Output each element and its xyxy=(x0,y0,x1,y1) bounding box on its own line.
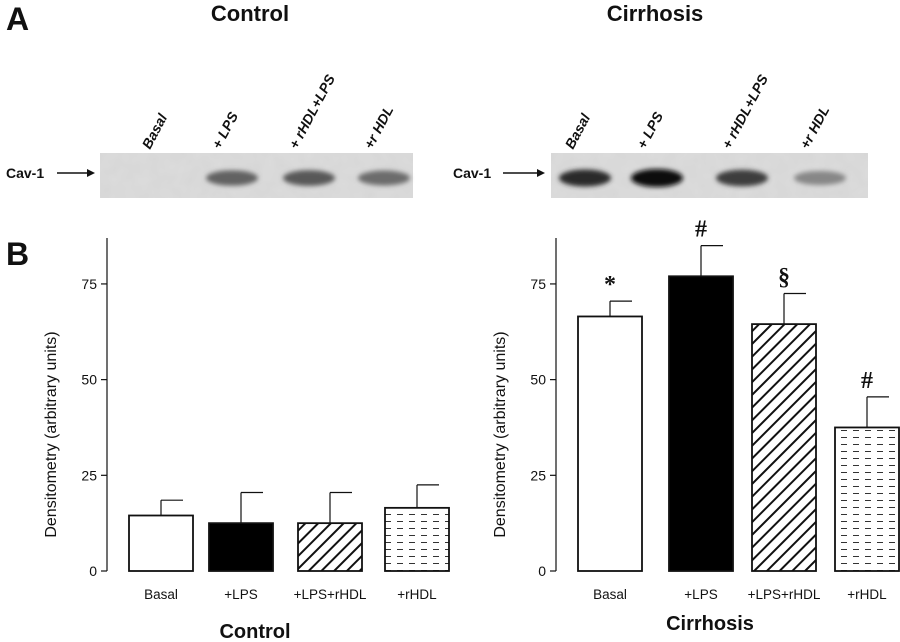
significance-mark: # xyxy=(695,217,707,243)
blot-band xyxy=(794,170,846,186)
blot-cirrhosis: Cav-1 Basal + LPS + rHDL+LPS +r HDL xyxy=(453,71,868,198)
lane-label: + rHDL+LPS xyxy=(719,71,772,151)
x-axis-title: Control xyxy=(219,621,290,642)
arrow-head-icon xyxy=(87,169,95,177)
panel-a-letter: A xyxy=(6,1,29,37)
bar xyxy=(834,426,900,572)
cav1-row-label: Cav-1 xyxy=(6,165,44,181)
lane-label: + LPS xyxy=(634,109,667,152)
lane-label: +r HDL xyxy=(797,103,833,151)
blot-band xyxy=(283,170,335,186)
x-category-label: +LPS+rHDL xyxy=(748,587,821,602)
chart-cirrhosis: 0 25 50 75 Densitometry (arbitrary units) * Ba… xyxy=(492,217,900,635)
x-axis-title: Cirrhosis xyxy=(666,613,754,635)
lane-label: Basal xyxy=(139,110,171,151)
y-tick-label: 0 xyxy=(538,563,546,579)
y-tick-label: 50 xyxy=(530,372,546,388)
significance-mark: # xyxy=(861,368,873,394)
y-tick-label: 25 xyxy=(81,467,97,483)
bar xyxy=(384,506,450,572)
blot-band xyxy=(716,169,768,187)
blot-band xyxy=(631,169,683,187)
y-tick-label: 50 xyxy=(81,372,97,388)
bar xyxy=(128,514,194,572)
panel-b-letter: B xyxy=(6,236,29,272)
blot-band xyxy=(358,170,410,186)
x-category-label: Basal xyxy=(144,587,178,602)
bar xyxy=(577,315,643,572)
x-category-label: Basal xyxy=(593,587,627,602)
bar xyxy=(751,323,817,572)
x-category-label: +LPS xyxy=(684,587,717,602)
chart-control: 0 25 50 75 Densitometry (arbitrary units) Bas… xyxy=(43,238,450,642)
blot-title-cirrhosis: Cirrhosis xyxy=(607,1,704,26)
y-tick-label: 25 xyxy=(530,467,546,483)
blot-band xyxy=(559,169,611,187)
blot-control: Cav-1 Basal + LPS + rHDL+LPS +r HDL xyxy=(6,71,413,198)
x-category-label: +LPS xyxy=(224,587,257,602)
y-tick-label: 75 xyxy=(530,276,546,292)
blot-band xyxy=(206,170,258,186)
arrow-head-icon xyxy=(537,169,545,177)
lane-label: + LPS xyxy=(209,109,242,152)
x-category-label: +rHDL xyxy=(847,587,887,602)
bar xyxy=(208,522,274,572)
x-category-label: +LPS+rHDL xyxy=(294,587,367,602)
x-category-label: +rHDL xyxy=(397,587,437,602)
blot-title-control: Control xyxy=(211,1,289,26)
lane-label: +r HDL xyxy=(361,103,397,151)
bar xyxy=(297,522,363,572)
significance-mark: * xyxy=(604,272,616,298)
significance-mark: § xyxy=(778,265,790,291)
y-tick-label: 75 xyxy=(81,276,97,292)
y-axis-title: Densitometry (arbitrary units) xyxy=(492,331,509,537)
y-tick-label: 0 xyxy=(89,563,97,579)
lane-label: + rHDL+LPS xyxy=(286,71,339,151)
lane-label: Basal xyxy=(562,110,594,151)
cav1-row-label: Cav-1 xyxy=(453,165,491,181)
bar xyxy=(668,275,734,572)
y-axis-title: Densitometry (arbitrary units) xyxy=(43,331,60,537)
